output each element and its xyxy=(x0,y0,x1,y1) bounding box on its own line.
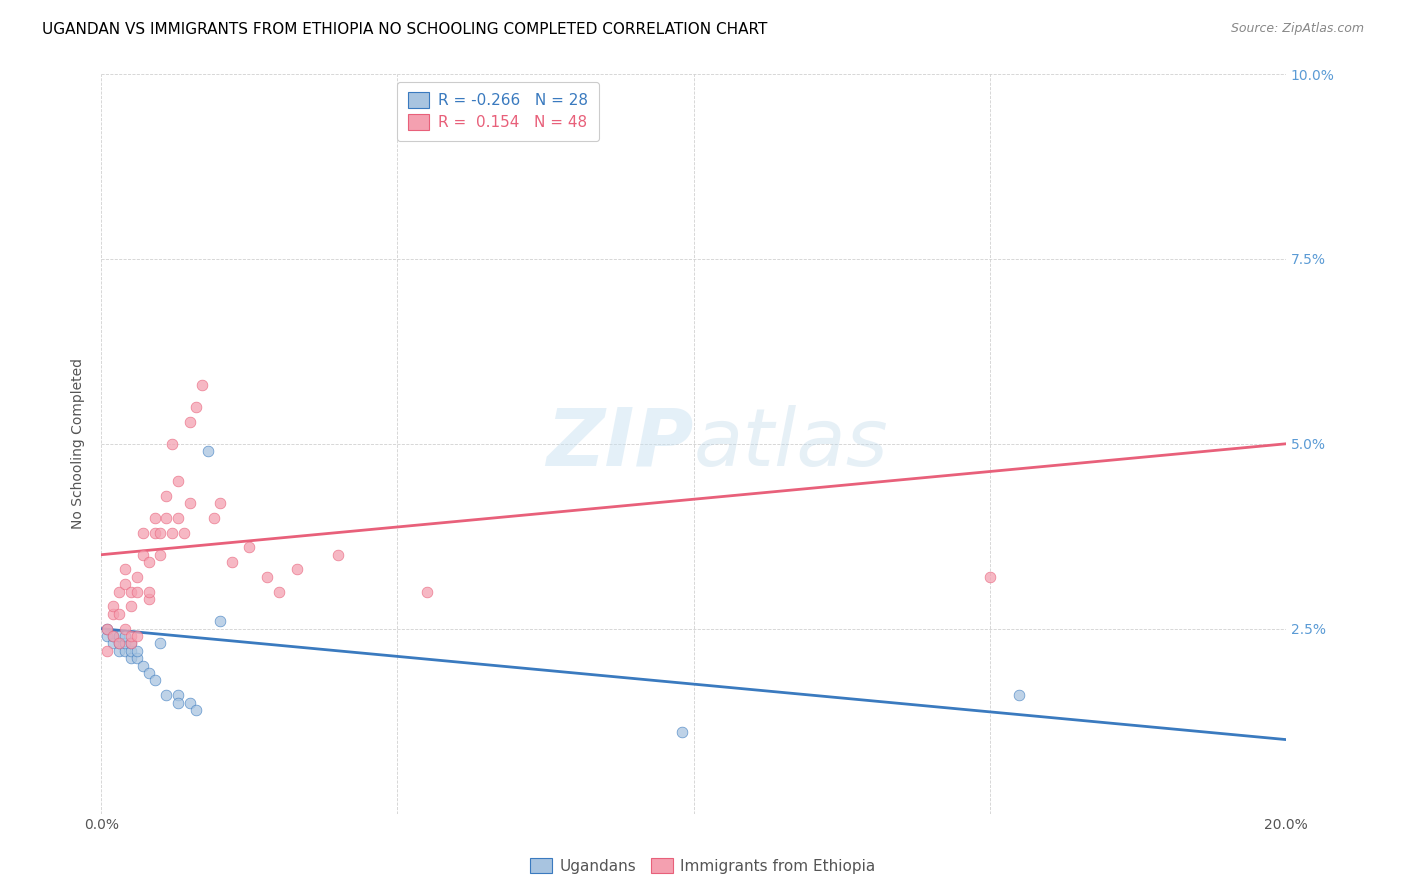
Point xyxy=(179,696,201,710)
Point xyxy=(120,599,142,614)
Point xyxy=(125,584,148,599)
Text: atlas: atlas xyxy=(693,405,889,483)
Point xyxy=(202,510,225,524)
Point xyxy=(184,703,207,717)
Point xyxy=(197,444,219,458)
Point xyxy=(96,644,118,658)
Point xyxy=(108,607,131,621)
Point xyxy=(979,570,1001,584)
Point xyxy=(114,644,136,658)
Point xyxy=(108,636,131,650)
Point xyxy=(416,584,439,599)
Point xyxy=(120,584,142,599)
Point xyxy=(131,658,153,673)
Point xyxy=(125,651,148,665)
Point xyxy=(101,607,124,621)
Point xyxy=(285,562,308,576)
Point xyxy=(131,548,153,562)
Point xyxy=(101,629,124,643)
Text: Source: ZipAtlas.com: Source: ZipAtlas.com xyxy=(1230,22,1364,36)
Point xyxy=(155,489,177,503)
Point xyxy=(208,496,231,510)
Point xyxy=(155,688,177,702)
Legend: R = -0.266   N = 28, R =  0.154   N = 48: R = -0.266 N = 28, R = 0.154 N = 48 xyxy=(396,82,599,141)
Point xyxy=(101,636,124,650)
Point xyxy=(108,644,131,658)
Point xyxy=(96,622,118,636)
Point xyxy=(101,629,124,643)
Point xyxy=(114,636,136,650)
Point xyxy=(191,377,214,392)
Point xyxy=(125,570,148,584)
Point xyxy=(221,555,243,569)
Point xyxy=(108,629,131,643)
Point xyxy=(184,400,207,414)
Point xyxy=(267,584,290,599)
Legend: Ugandans, Immigrants from Ethiopia: Ugandans, Immigrants from Ethiopia xyxy=(524,852,882,880)
Point xyxy=(138,592,160,607)
Point xyxy=(162,437,184,451)
Point xyxy=(131,525,153,540)
Point xyxy=(125,644,148,658)
Point xyxy=(143,673,166,688)
Point xyxy=(108,584,131,599)
Point xyxy=(167,510,190,524)
Point xyxy=(162,525,184,540)
Point xyxy=(1008,688,1031,702)
Point xyxy=(173,525,195,540)
Point xyxy=(149,525,172,540)
Point xyxy=(120,629,142,643)
Point xyxy=(114,562,136,576)
Point xyxy=(96,629,118,643)
Point xyxy=(114,629,136,643)
Point xyxy=(256,570,278,584)
Point xyxy=(120,636,142,650)
Point xyxy=(179,415,201,429)
Point xyxy=(208,614,231,628)
Point xyxy=(108,636,131,650)
Point xyxy=(149,636,172,650)
Point xyxy=(179,496,201,510)
Point xyxy=(671,725,693,739)
Point xyxy=(138,584,160,599)
Point xyxy=(101,599,124,614)
Point xyxy=(125,629,148,643)
Point xyxy=(114,577,136,591)
Point xyxy=(155,510,177,524)
Text: UGANDAN VS IMMIGRANTS FROM ETHIOPIA NO SCHOOLING COMPLETED CORRELATION CHART: UGANDAN VS IMMIGRANTS FROM ETHIOPIA NO S… xyxy=(42,22,768,37)
Text: ZIP: ZIP xyxy=(547,405,693,483)
Point xyxy=(167,688,190,702)
Point xyxy=(149,548,172,562)
Y-axis label: No Schooling Completed: No Schooling Completed xyxy=(72,359,86,529)
Point xyxy=(114,622,136,636)
Point xyxy=(120,636,142,650)
Point xyxy=(138,555,160,569)
Point xyxy=(167,474,190,488)
Point xyxy=(120,651,142,665)
Point xyxy=(143,525,166,540)
Point xyxy=(328,548,350,562)
Point xyxy=(96,622,118,636)
Point xyxy=(143,510,166,524)
Point xyxy=(120,644,142,658)
Point xyxy=(167,696,190,710)
Point xyxy=(238,541,260,555)
Point xyxy=(138,666,160,681)
